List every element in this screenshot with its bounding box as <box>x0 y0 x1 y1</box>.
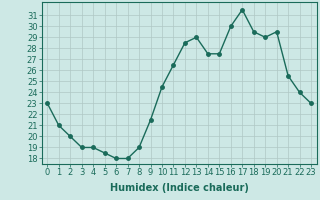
X-axis label: Humidex (Indice chaleur): Humidex (Indice chaleur) <box>110 183 249 193</box>
